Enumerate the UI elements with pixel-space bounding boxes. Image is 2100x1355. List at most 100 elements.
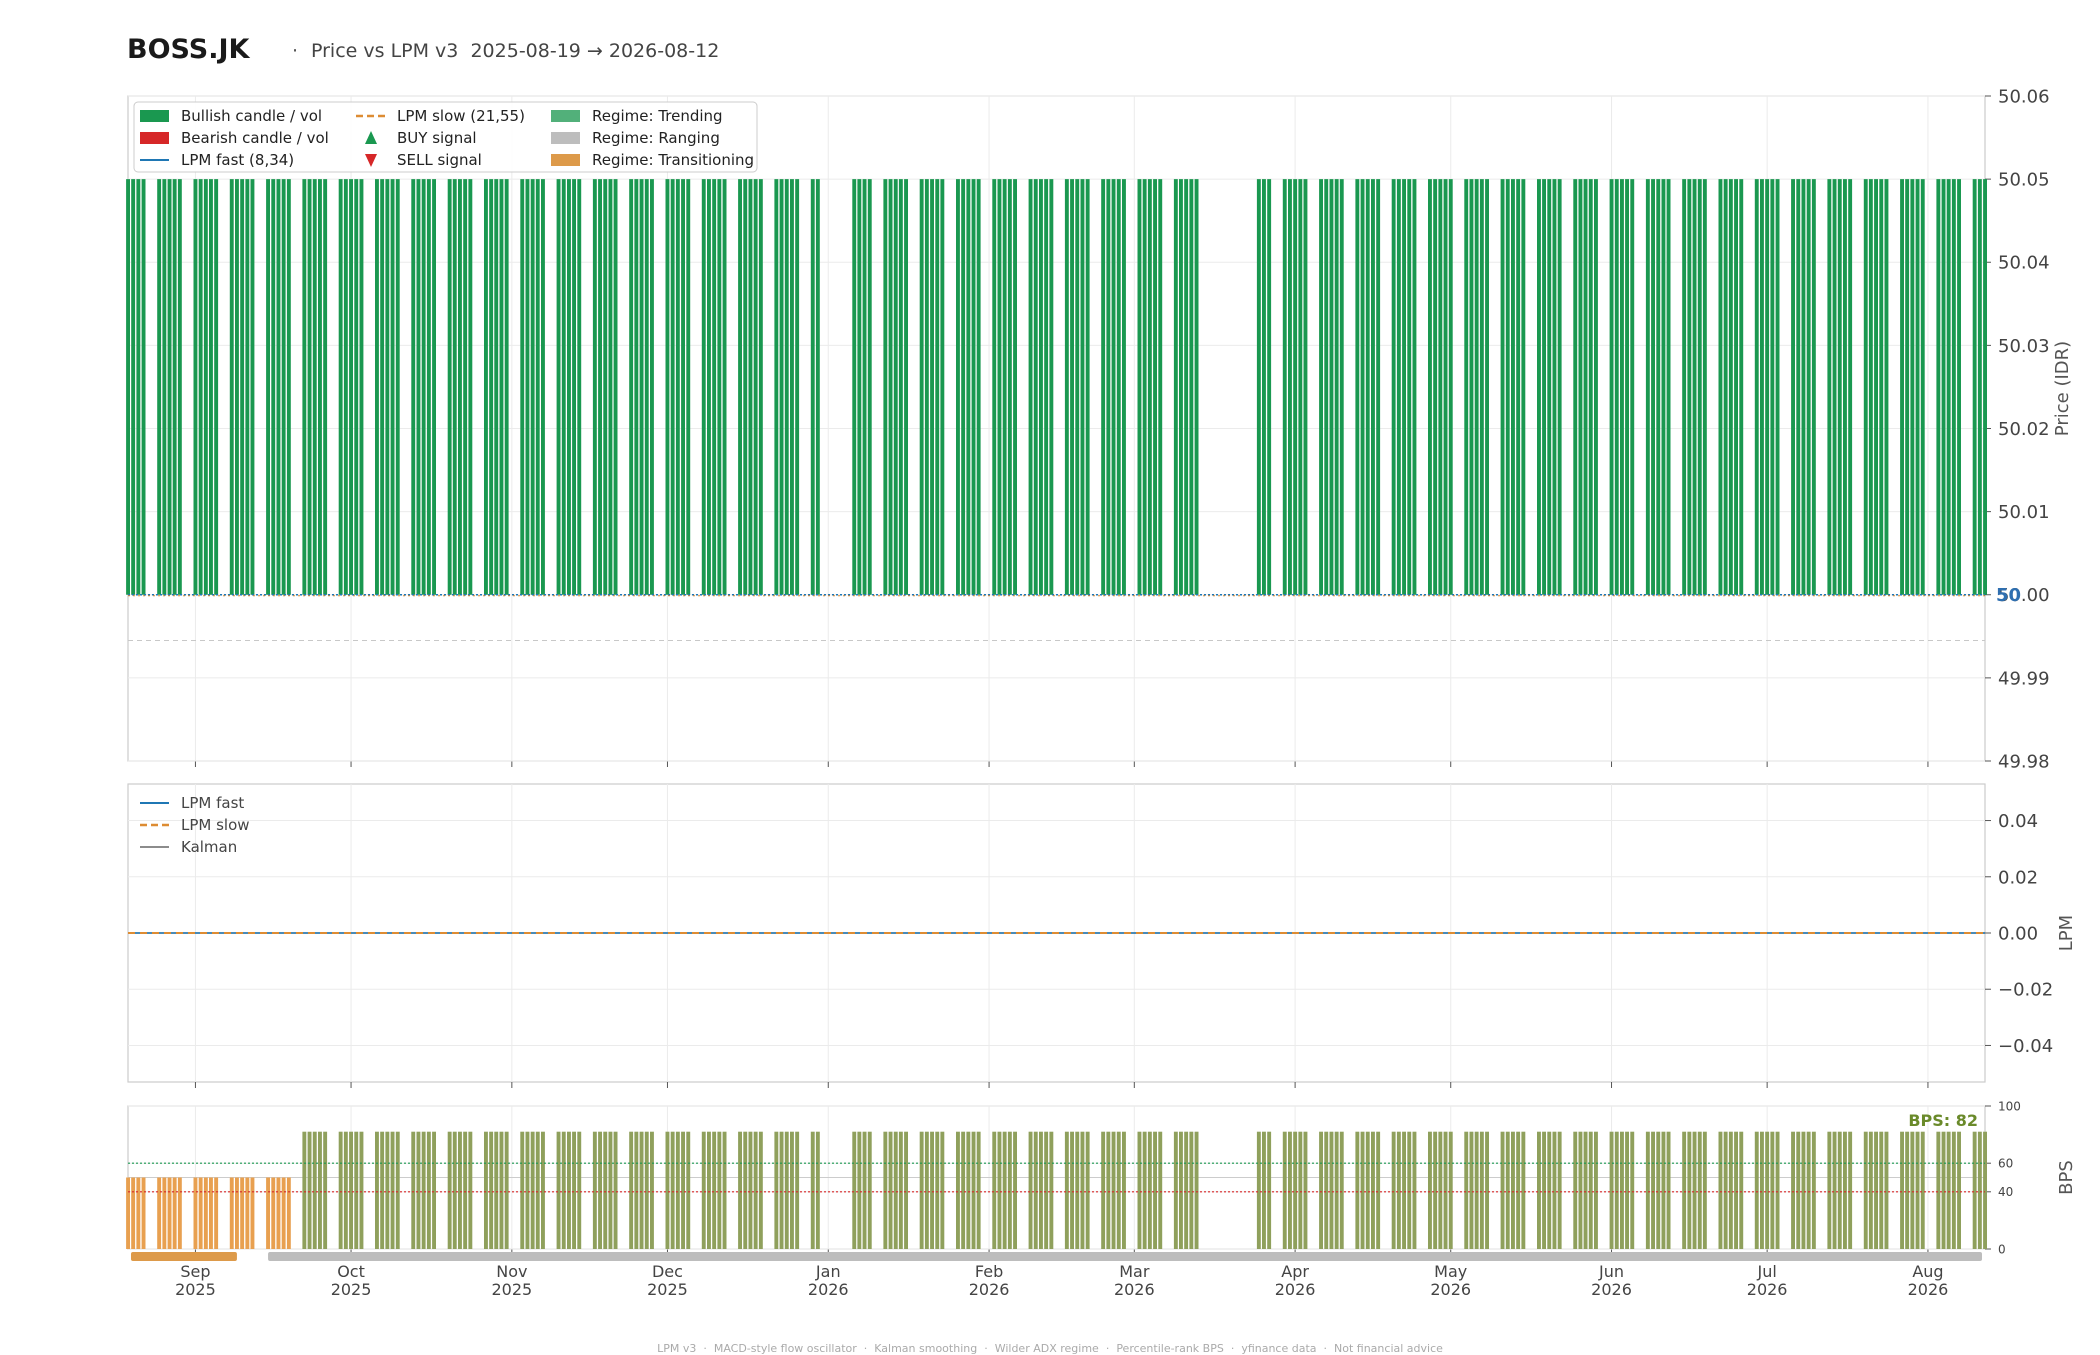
bps-bar: [940, 1131, 945, 1249]
legend-label: BUY signal: [397, 129, 477, 147]
title-separator: ·: [292, 40, 299, 62]
candle-bar: [1298, 179, 1303, 595]
candle-bar: [250, 179, 255, 595]
candle-bar: [779, 179, 784, 595]
legend-swatch: [551, 110, 580, 122]
bps-bar: [650, 1131, 654, 1249]
candle-bar: [598, 179, 602, 595]
x-tick-label-month: Nov: [496, 1262, 527, 1281]
bps-bar: [867, 1131, 872, 1249]
candle-bar: [639, 179, 644, 595]
bps-bar: [499, 1131, 504, 1249]
bps-bar: [1007, 1131, 1012, 1249]
candle-bar: [1007, 179, 1012, 595]
x-tick-label-month: Feb: [975, 1262, 1003, 1281]
bps-bar: [1972, 1131, 1977, 1249]
footer-separator: ·: [1316, 1342, 1335, 1355]
x-tick-label-year: 2025: [491, 1280, 532, 1299]
bps-bar: [1303, 1131, 1308, 1249]
footer-item: Wilder ADX regime: [994, 1342, 1099, 1355]
price-legend: Bullish candle / vol Bearish candle / vol…: [133, 101, 758, 173]
candle-bar: [898, 179, 903, 595]
candle-bar: [717, 179, 722, 595]
price-y-tick-label: 50.05: [1998, 170, 2050, 191]
bps-bar: [743, 1131, 748, 1249]
bullish-candles: [126, 179, 1987, 595]
candle-bar: [432, 179, 436, 595]
bps-bar: [432, 1131, 436, 1249]
bps-bar: [1879, 1131, 1884, 1249]
candle-bar: [1111, 179, 1116, 595]
candle-bar: [935, 179, 940, 595]
candle-bar: [1371, 179, 1375, 595]
candle-bar: [1609, 179, 1614, 595]
bps-bar: [1122, 1131, 1126, 1249]
bps-bar: [1573, 1131, 1578, 1249]
bps-bar: [214, 1177, 219, 1249]
bps-bar: [790, 1131, 794, 1249]
legend-swatch: [140, 132, 169, 144]
candle-bar: [302, 179, 307, 595]
x-tick-label-month: Dec: [652, 1262, 683, 1281]
candle-bar: [1282, 179, 1287, 595]
candle-bar: [1946, 179, 1951, 595]
candle-bar: [1376, 179, 1381, 595]
candle-bar: [603, 179, 608, 595]
bps-bar: [281, 1177, 286, 1249]
bps-bar: [1064, 1131, 1069, 1249]
candle-bar: [307, 179, 312, 595]
bps-bar: [1365, 1131, 1370, 1249]
bps-bar: [359, 1131, 364, 1249]
bps-bar: [598, 1131, 602, 1249]
candle-bar: [177, 179, 182, 595]
candle-bar: [940, 179, 945, 595]
candle-bar: [426, 179, 431, 595]
lpm-y-tick-label: 0.04: [1998, 811, 2038, 832]
bps-bar: [276, 1177, 281, 1249]
candle-bar: [634, 179, 639, 595]
last-price-label: 50: [1996, 585, 2021, 606]
bps-bar: [307, 1131, 312, 1249]
bps-bars: [126, 1131, 1987, 1249]
bps-bar: [1630, 1131, 1635, 1249]
bps-y-tick-label: 100: [1998, 1099, 2021, 1113]
candle-bar: [1448, 179, 1453, 595]
bps-bar: [172, 1177, 177, 1249]
bps-bar: [1946, 1131, 1951, 1249]
candle-bar: [567, 179, 571, 595]
lpm-y-tick-label: −0.02: [1998, 980, 2053, 1001]
candle-bar: [1900, 179, 1904, 595]
footer-separator: ·: [1223, 1342, 1242, 1355]
candle-bar: [1702, 179, 1707, 595]
bps-bar: [1376, 1131, 1381, 1249]
bps-bar: [1080, 1131, 1085, 1249]
candle-bar: [956, 179, 960, 595]
bps-bar: [318, 1131, 322, 1249]
candle-bar: [1874, 179, 1878, 595]
bps-bar: [971, 1131, 976, 1249]
legend-label: Regime: Transitioning: [592, 151, 754, 169]
candle-bar: [1620, 179, 1624, 595]
bps-bar: [131, 1177, 136, 1249]
candle-bar: [675, 179, 680, 595]
price-axis-label: Price (IDR): [2052, 341, 2073, 436]
bps-bar: [126, 1177, 130, 1249]
candle-bar: [1085, 179, 1090, 595]
bps-bar: [1801, 1131, 1806, 1249]
candle-bar: [494, 179, 499, 595]
candle-bar: [815, 179, 820, 595]
candle-bar: [1697, 179, 1702, 595]
candle-bar: [1474, 179, 1479, 595]
candle-bar: [162, 179, 167, 595]
bps-bar: [1578, 1131, 1583, 1249]
chart-subtitle: Price vs LPM v3 2025-08-19 → 2026-08-12: [311, 40, 720, 62]
bps-bar: [1941, 1131, 1946, 1249]
legend-swatch: [365, 131, 377, 144]
candle-bar: [1402, 179, 1406, 595]
candle-bar: [458, 179, 462, 595]
bps-bar: [1189, 1131, 1194, 1249]
bps-bar: [919, 1131, 924, 1249]
candle-bar: [1500, 179, 1505, 595]
bps-bar: [489, 1131, 494, 1249]
bps-bar: [1521, 1131, 1526, 1249]
